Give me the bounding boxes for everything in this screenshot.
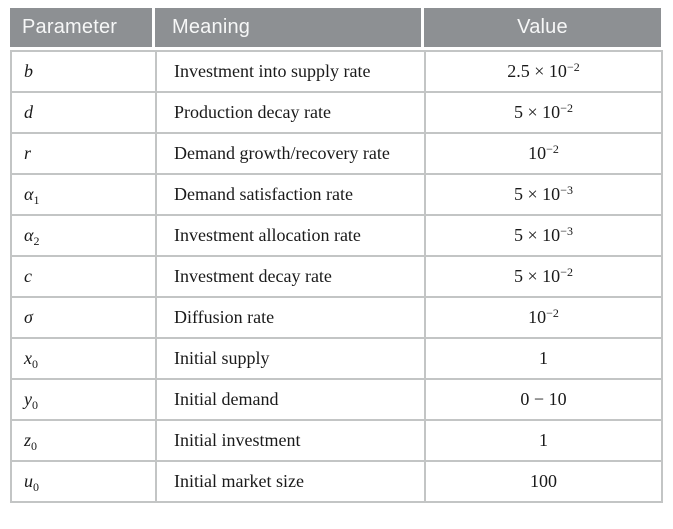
- parameter-cell: u0: [10, 460, 157, 503]
- parameter-cell: y0: [10, 378, 157, 421]
- parameter-cell: z0: [10, 419, 157, 462]
- table-row: c Investment decay rate 5 × 10−2: [10, 255, 663, 298]
- value-text: 1: [539, 348, 548, 368]
- value-text: 2.5 × 10: [507, 61, 567, 81]
- table-row: r Demand growth/recovery rate 10−2: [10, 132, 663, 175]
- value-superscript: −2: [560, 101, 573, 115]
- value-cell: 10−2: [424, 296, 663, 339]
- value-cell: 5 × 10−2: [424, 91, 663, 134]
- meaning-cell: Investment into supply rate: [155, 50, 426, 93]
- parameter-subscript: 0: [31, 439, 38, 453]
- value-text: 1: [539, 430, 548, 450]
- value-text: 100: [530, 471, 557, 491]
- table-row: u0 Initial market size 100: [10, 460, 663, 503]
- meaning-cell: Demand growth/recovery rate: [155, 132, 426, 175]
- parameter-symbol: σ: [24, 307, 33, 327]
- meaning-cell: Initial market size: [155, 460, 426, 503]
- meaning-cell: Production decay rate: [155, 91, 426, 134]
- value-text: 10: [528, 143, 547, 163]
- meaning-cell: Investment decay rate: [155, 255, 426, 298]
- table-row: z0 Initial investment 1: [10, 419, 663, 462]
- parameter-cell: c: [10, 255, 157, 298]
- value-text: 5 × 10: [514, 184, 561, 204]
- parameters-table-body: b Investment into supply rate 2.5 × 10−2…: [10, 50, 663, 503]
- parameter-symbol: d: [24, 102, 33, 122]
- meaning-cell: Diffusion rate: [155, 296, 426, 339]
- parameter-cell: σ: [10, 296, 157, 339]
- table-row: y0 Initial demand 0 − 10: [10, 378, 663, 421]
- value-cell: 5 × 10−3: [424, 214, 663, 257]
- parameter-subscript: 0: [32, 398, 38, 412]
- value-cell: 0 − 10: [424, 378, 663, 421]
- value-text: 5 × 10: [514, 225, 561, 245]
- table-row: d Production decay rate 5 × 10−2: [10, 91, 663, 134]
- value-superscript: −2: [546, 142, 559, 156]
- table-row: x0 Initial supply 1: [10, 337, 663, 380]
- meaning-cell: Initial demand: [155, 378, 426, 421]
- parameter-symbol: z: [24, 430, 32, 450]
- value-superscript: −3: [560, 224, 573, 238]
- parameter-cell: α2: [10, 214, 157, 257]
- col-header-parameter: Parameter: [10, 8, 155, 47]
- value-superscript: −3: [560, 183, 573, 197]
- table-row: α2 Investment allocation rate 5 × 10−3: [10, 214, 663, 257]
- parameter-symbol: α: [24, 184, 34, 204]
- value-superscript: −2: [546, 306, 559, 320]
- parameter-subscript: 0: [33, 480, 39, 494]
- value-cell: 10−2: [424, 132, 663, 175]
- table-header-row: Parameter Meaning Value: [10, 8, 661, 47]
- value-cell: 2.5 × 10−2: [424, 50, 663, 93]
- parameter-symbol: u: [24, 471, 33, 491]
- parameters-table: Parameter Meaning Value b Investment int…: [10, 8, 663, 503]
- parameter-symbol: y: [24, 389, 32, 409]
- table-row: α1 Demand satisfaction rate 5 × 10−3: [10, 173, 663, 216]
- parameter-symbol: b: [24, 61, 33, 81]
- col-header-value: Value: [424, 8, 661, 47]
- parameter-subscript: 0: [32, 357, 38, 371]
- parameter-symbol: x: [24, 348, 32, 368]
- meaning-cell: Demand satisfaction rate: [155, 173, 426, 216]
- value-text: 5 × 10: [514, 102, 561, 122]
- table-row: σ Diffusion rate 10−2: [10, 296, 663, 339]
- value-superscript: −2: [566, 60, 580, 74]
- parameter-symbol: r: [24, 143, 32, 163]
- parameter-cell: d: [10, 91, 157, 134]
- parameter-cell: x0: [10, 337, 157, 380]
- meaning-cell: Investment allocation rate: [155, 214, 426, 257]
- parameter-cell: r: [10, 132, 157, 175]
- parameter-subscript: 2: [33, 234, 40, 248]
- value-text: 5 × 10: [514, 266, 561, 286]
- value-cell: 5 × 10−2: [424, 255, 663, 298]
- value-cell: 100: [424, 460, 663, 503]
- parameter-symbol: α: [24, 225, 34, 245]
- parameter-cell: α1: [10, 173, 157, 216]
- value-superscript: −2: [560, 265, 573, 279]
- parameter-cell: b: [10, 50, 157, 93]
- parameter-symbol: c: [24, 266, 32, 286]
- meaning-cell: Initial supply: [155, 337, 426, 380]
- meaning-cell: Initial investment: [155, 419, 426, 462]
- value-text: 10: [528, 307, 547, 327]
- value-cell: 5 × 10−3: [424, 173, 663, 216]
- parameter-subscript: 1: [33, 193, 40, 207]
- value-text: 0 − 10: [520, 389, 567, 409]
- value-cell: 1: [424, 419, 663, 462]
- table-row: b Investment into supply rate 2.5 × 10−2: [10, 50, 663, 93]
- col-header-meaning: Meaning: [155, 8, 424, 47]
- value-cell: 1: [424, 337, 663, 380]
